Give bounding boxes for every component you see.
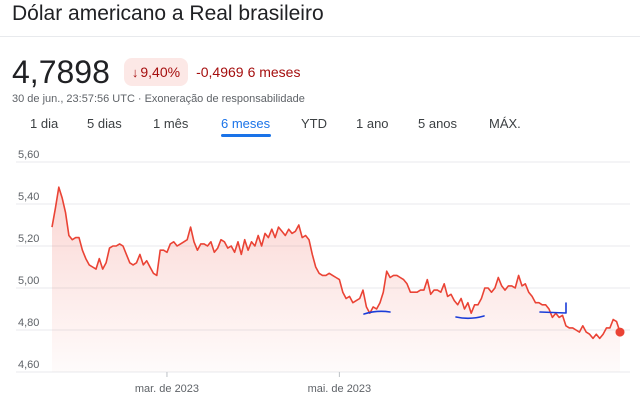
change-absolute: -0,4969 <box>196 64 244 80</box>
page-title: Dólar americano a Real brasileiro <box>12 2 324 25</box>
latest-price-dot <box>615 327 625 337</box>
change-summary: -0,4969 6 meses <box>196 64 300 80</box>
x-tick-label: mar. de 2023 <box>135 383 199 395</box>
tab-6-meses[interactable]: 6 meses <box>221 116 271 131</box>
y-tick-label: 5,60 <box>18 149 39 161</box>
disclaimer-link[interactable]: Exoneração de responsabilidade <box>144 93 305 105</box>
tab-ytd[interactable]: YTD <box>301 116 327 131</box>
quote-meta: 30 de jun., 23:57:56 UTC · Exoneração de r… <box>12 93 305 105</box>
time-range-tabs: 1 dia 5 dias 1 mês 6 meses YTD 1 ano 5 a… <box>0 116 640 140</box>
tab-1-ano[interactable]: 1 ano <box>356 116 389 131</box>
x-tick-label: mai. de 2023 <box>308 383 372 395</box>
y-tick-label: 5,20 <box>18 233 39 245</box>
tab-5-dias[interactable]: 5 dias <box>87 116 122 131</box>
annotation-mark-1 <box>363 310 391 315</box>
change-period: 6 meses <box>247 64 301 80</box>
price-area <box>52 187 620 372</box>
header-divider <box>0 36 640 37</box>
price-chart[interactable]: 5,60 5,40 5,20 5,00 4,80 4,60 mar. de 2023 mai… <box>0 146 640 403</box>
annotation-mark-2 <box>455 315 485 320</box>
current-price: 4,7898 <box>12 54 110 90</box>
meta-separator: · <box>137 93 142 105</box>
tab-max[interactable]: MÁX. <box>489 116 521 131</box>
quote-timestamp: 30 de jun., 23:57:56 UTC <box>12 93 135 105</box>
change-percent: 9,40% <box>140 64 181 80</box>
tab-1-mes[interactable]: 1 mês <box>153 116 189 131</box>
tab-1-dia[interactable]: 1 dia <box>30 116 59 131</box>
price-line <box>51 186 621 340</box>
y-tick-label: 5,40 <box>18 191 39 203</box>
price-row: 4,7898 ↓ 9,40% -0,4969 6 meses <box>12 54 300 90</box>
y-tick-label: 4,60 <box>18 359 39 371</box>
y-tick-label: 4,80 <box>18 317 39 329</box>
annotation-mark-3 <box>539 302 567 314</box>
arrow-down-icon: ↓ <box>131 64 139 80</box>
active-tab-indicator <box>221 134 271 137</box>
change-percent-badge: ↓ 9,40% <box>123 58 189 86</box>
tab-5-anos[interactable]: 5 anos <box>418 116 458 131</box>
y-tick-label: 5,00 <box>18 275 39 287</box>
hand-drawn-annotations <box>363 302 567 320</box>
